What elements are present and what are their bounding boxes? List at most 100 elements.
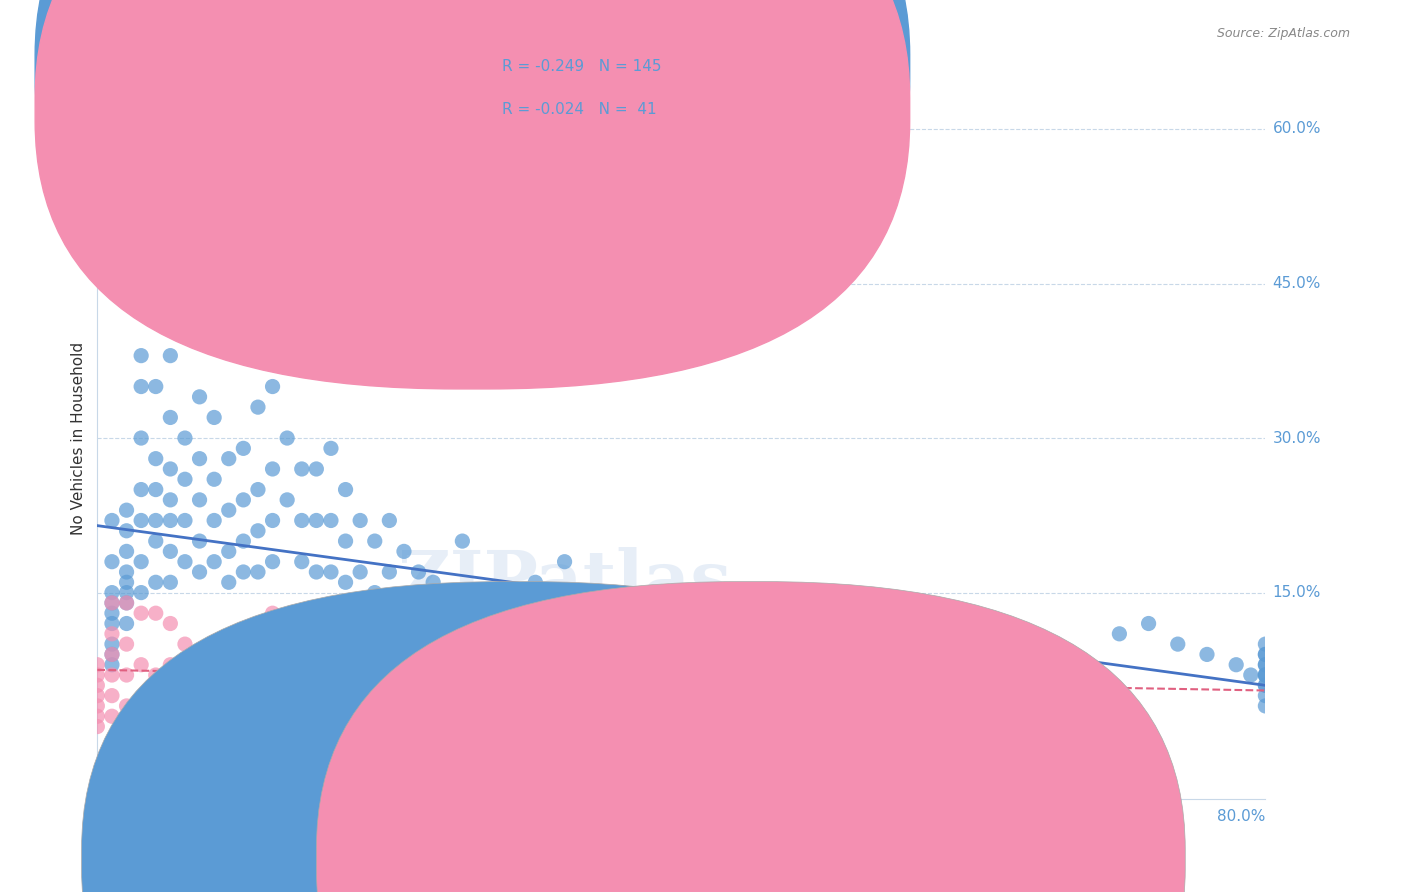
Text: ZIPatlas: ZIPatlas bbox=[398, 547, 731, 618]
Point bbox=[86, 720, 108, 734]
Point bbox=[1195, 648, 1218, 662]
Point bbox=[408, 565, 430, 579]
Point bbox=[451, 606, 474, 620]
Text: R = -0.024   N =  41: R = -0.024 N = 41 bbox=[502, 102, 657, 117]
Point bbox=[246, 483, 269, 497]
Point bbox=[364, 689, 387, 703]
Point bbox=[202, 555, 225, 569]
Point bbox=[408, 698, 430, 713]
Point bbox=[481, 606, 503, 620]
Point bbox=[232, 492, 254, 507]
Point bbox=[699, 648, 721, 662]
Point bbox=[422, 575, 444, 590]
Point bbox=[129, 555, 152, 569]
Point bbox=[159, 410, 181, 425]
Point bbox=[145, 379, 167, 393]
Text: 60.0%: 60.0% bbox=[1272, 121, 1322, 136]
Point bbox=[787, 627, 810, 641]
Point bbox=[159, 349, 181, 363]
Point bbox=[218, 451, 240, 466]
Point bbox=[115, 698, 138, 713]
Text: 30.0%: 30.0% bbox=[1272, 431, 1322, 446]
Point bbox=[115, 668, 138, 682]
Point bbox=[1254, 668, 1277, 682]
Point bbox=[262, 606, 284, 620]
Point bbox=[1108, 627, 1130, 641]
Point bbox=[145, 575, 167, 590]
Point bbox=[159, 657, 181, 672]
Point bbox=[115, 637, 138, 651]
Point bbox=[218, 544, 240, 558]
Point bbox=[101, 555, 124, 569]
Point bbox=[1225, 657, 1247, 672]
Point bbox=[349, 565, 371, 579]
Point bbox=[101, 637, 124, 651]
Point bbox=[962, 648, 984, 662]
Point bbox=[101, 596, 124, 610]
Point bbox=[115, 565, 138, 579]
Point bbox=[655, 637, 678, 651]
Point bbox=[262, 379, 284, 393]
Point bbox=[86, 698, 108, 713]
Point bbox=[305, 565, 328, 579]
Point bbox=[129, 483, 152, 497]
Point bbox=[276, 492, 298, 507]
Point bbox=[115, 575, 138, 590]
Point bbox=[276, 277, 298, 291]
Point bbox=[335, 534, 357, 549]
Point bbox=[378, 698, 401, 713]
Point bbox=[101, 709, 124, 723]
Point bbox=[1240, 668, 1263, 682]
Point bbox=[86, 668, 108, 682]
Point bbox=[129, 286, 152, 301]
Point bbox=[86, 709, 108, 723]
Point bbox=[598, 616, 620, 631]
Text: 80.0%: 80.0% bbox=[1218, 809, 1265, 824]
Point bbox=[174, 637, 197, 651]
Point bbox=[305, 462, 328, 476]
Point bbox=[481, 637, 503, 651]
Point bbox=[174, 472, 197, 486]
Point bbox=[202, 657, 225, 672]
Point bbox=[101, 657, 124, 672]
Point bbox=[101, 648, 124, 662]
Point bbox=[1254, 668, 1277, 682]
Point bbox=[159, 575, 181, 590]
Point bbox=[934, 657, 956, 672]
Point bbox=[115, 596, 138, 610]
Point bbox=[1254, 668, 1277, 682]
Point bbox=[392, 544, 415, 558]
Text: R = -0.249   N = 145: R = -0.249 N = 145 bbox=[502, 59, 661, 74]
Point bbox=[291, 555, 314, 569]
Point bbox=[115, 204, 138, 219]
Point bbox=[291, 462, 314, 476]
Point bbox=[159, 698, 181, 713]
Point bbox=[174, 555, 197, 569]
Point bbox=[86, 678, 108, 692]
Point bbox=[86, 657, 108, 672]
Point bbox=[335, 483, 357, 497]
Point bbox=[524, 575, 547, 590]
Point bbox=[291, 349, 314, 363]
Text: Osage: Osage bbox=[759, 851, 803, 865]
Point bbox=[232, 307, 254, 321]
Point bbox=[101, 616, 124, 631]
Point bbox=[101, 648, 124, 662]
Point bbox=[335, 689, 357, 703]
Point bbox=[319, 442, 342, 456]
Point bbox=[232, 534, 254, 549]
Point bbox=[129, 585, 152, 599]
Point bbox=[246, 678, 269, 692]
Point bbox=[262, 555, 284, 569]
Point bbox=[101, 513, 124, 527]
Text: IMMIGRANTS FROM CARIBBEAN VS OSAGE NO VEHICLES IN HOUSEHOLD CORRELATION CHART: IMMIGRANTS FROM CARIBBEAN VS OSAGE NO VE… bbox=[56, 27, 862, 42]
Point bbox=[554, 555, 576, 569]
Point bbox=[568, 637, 591, 651]
Point bbox=[626, 616, 648, 631]
Point bbox=[159, 544, 181, 558]
Point bbox=[291, 668, 314, 682]
Point bbox=[364, 534, 387, 549]
Text: 45.0%: 45.0% bbox=[1272, 276, 1322, 291]
Point bbox=[159, 616, 181, 631]
Point bbox=[129, 349, 152, 363]
